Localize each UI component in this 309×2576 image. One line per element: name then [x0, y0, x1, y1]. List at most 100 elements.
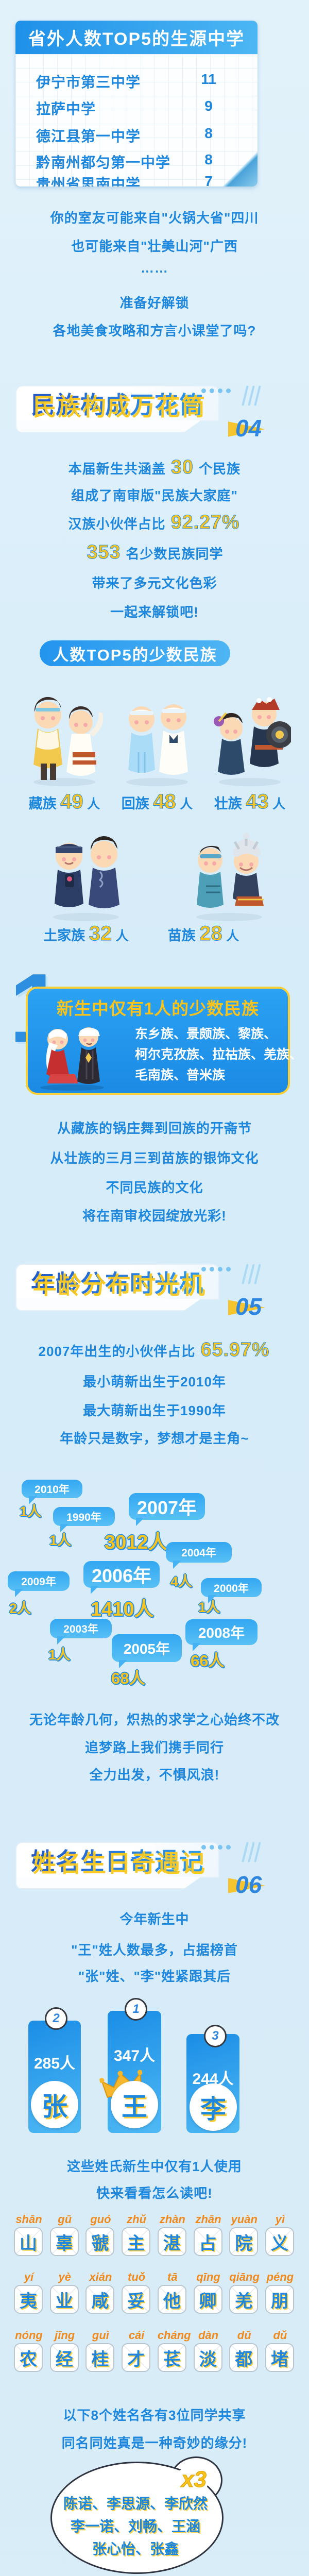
school-row: 伊宁市第三中学 11	[15, 71, 258, 92]
pinyin-label: yí	[24, 2270, 34, 2283]
intro-line: 各地美食攻略和方言小课堂了吗?	[53, 323, 256, 338]
character-box: 他	[157, 2285, 186, 2314]
school-row: 贵州省思南中学 7	[15, 173, 258, 187]
year-count: 1人	[198, 1600, 220, 1615]
character-box: 夷	[14, 2285, 43, 2314]
dots-decoration	[201, 1267, 231, 1272]
rank-badge: 3	[204, 2025, 227, 2047]
year-bubble: 2004年	[166, 1542, 232, 1569]
pinyin-label: yè	[58, 2270, 71, 2283]
year-bubble: 2009年	[8, 1571, 70, 1597]
school-count: 7	[204, 173, 213, 187]
year-count: 1人	[48, 1647, 71, 1663]
year-count: 4人	[170, 1574, 193, 1589]
section-banner-names: 姓名生日奇遇记 06	[15, 1842, 265, 1898]
zhuang-figures-illustration	[214, 697, 291, 786]
character-box: 虢	[85, 2227, 115, 2256]
shared-names-line: 李一诺、刘畅、王涵	[70, 2518, 200, 2534]
character-box: 主	[122, 2227, 151, 2256]
rare-surname-row: yí 夷 yè 业 xián 咸 tuǒ 妥 tā 他 qīng 卿 qiāng 羌 péng…	[14, 2270, 295, 2314]
same-name-line: 以下8个姓名各有3位同学共享	[63, 2408, 246, 2423]
pinyin-label: dàn	[198, 2329, 219, 2342]
surname-char: 王	[111, 2081, 158, 2128]
character-box: 淡	[193, 2343, 222, 2372]
school-count: 9	[204, 98, 213, 114]
pinyin-label: zhǔ	[127, 2213, 147, 2226]
pinyin-label: qīng	[196, 2270, 220, 2283]
year-count: 1410人	[91, 1599, 154, 1620]
character-box: 才	[122, 2343, 151, 2372]
intro-line: 也可能来自"壮美山河"广西	[71, 239, 238, 254]
intro-line: 准备好解锁	[119, 295, 190, 311]
age-stat-line: 2007年出生的小伙伴占比 65.97%	[38, 1338, 270, 1361]
section-number: 05	[228, 1293, 265, 1320]
intro-line: 你的室友可能来自"火锅大省"四川	[50, 210, 259, 226]
year-count: 2人	[9, 1601, 31, 1616]
podium-count: 285人	[33, 2055, 76, 2072]
character-box: 桂	[85, 2343, 115, 2372]
names-intro-line: 今年新生中	[119, 1911, 190, 1927]
year-bubble: 2003年	[50, 1619, 112, 1645]
school-name: 伊宁市第三中学	[36, 74, 141, 90]
character-box: 山	[14, 2227, 43, 2256]
ethnicity-stat-line: 一起来解锁吧!	[110, 604, 199, 620]
one-person-minorities-box: 新生中仅有1人的少数民族 东乡族、景颇族、黎族、 柯尔克孜族、拉祜族、羌族、 毛…	[26, 987, 302, 1095]
ethnicity-stat-line: 组成了南审版"民族大家庭"	[71, 488, 238, 503]
rare-intro-line: 快来看看怎么读吧!	[96, 2185, 213, 2201]
dream-line: 全力出发，不惧风浪!	[89, 1767, 220, 1783]
character-box: 占	[193, 2227, 222, 2256]
section-title: 民族构成万花筒	[31, 386, 204, 420]
pinyin-label: cái	[128, 2329, 145, 2342]
times-three-badge: x3	[181, 2467, 207, 2493]
year-bubble: 2007年	[129, 1493, 205, 1526]
character-box: 堵	[265, 2343, 294, 2372]
dream-line: 无论年龄几何，炽热的求学之心始终不改	[29, 1712, 280, 1727]
one-person-minorities-title: 新生中仅有1人的少数民族	[56, 999, 260, 1018]
shared-names-line: 张心怡、张鑫	[92, 2541, 179, 2557]
tujia-figures-illustration	[53, 836, 119, 921]
section-number: 04	[228, 414, 265, 442]
pinyin-label: dǔ	[273, 2329, 287, 2342]
banner-strip-decoration	[15, 420, 201, 433]
section-banner-ethnicity: 民族构成万花筒 04	[15, 385, 265, 442]
school-name: 贵州省思南中学	[36, 176, 141, 187]
pinyin-label: dū	[237, 2329, 251, 2342]
minority-list-line: 毛南族、普米族	[135, 1068, 226, 1082]
section-title: 年龄分布时光机	[31, 1265, 204, 1299]
minority-label: 回族 48 人	[121, 790, 193, 814]
age-stat-line: 年龄只是数字，梦想才是主角~	[60, 1431, 249, 1446]
minority-label: 藏族 49 人	[28, 790, 100, 814]
pinyin-label: qiāng	[229, 2270, 260, 2283]
surname-podium: 285人 347人 244人 2 1 3 张 王 李	[0, 1998, 309, 2138]
school-name: 拉萨中学	[36, 101, 96, 117]
school-count: 8	[204, 125, 213, 141]
pinyin-label: guó	[90, 2213, 111, 2226]
pinyin-label: péng	[266, 2270, 294, 2283]
ellipsis-line: ……	[141, 260, 168, 276]
pinyin-label: yuàn	[231, 2213, 258, 2226]
ethnicity-stat-line: 353 名少数民族同学	[87, 541, 224, 563]
pinyin-label: cháng	[157, 2329, 191, 2342]
character-box: 羌	[229, 2285, 259, 2314]
year-bubble: 2006年	[83, 1561, 160, 1594]
character-box: 妥	[122, 2285, 151, 2314]
shared-names-line: 陈诺、李思源、李欣然	[63, 2496, 208, 2512]
school-name: 德江县第一中学	[36, 128, 141, 144]
kazakh-dancers-illustration	[40, 1027, 104, 1091]
pinyin-label: gū	[58, 2213, 72, 2226]
year-count: 66人	[191, 1652, 225, 1670]
section-title: 姓名生日奇遇记	[31, 1843, 204, 1877]
year-bubble: 2008年	[185, 1619, 258, 1651]
dream-line: 追梦路上我们携手同行	[84, 1740, 224, 1755]
pinyin-label: tuǒ	[128, 2270, 146, 2283]
hui-figures-illustration	[126, 704, 188, 786]
pinyin-label: zhàn	[159, 2213, 185, 2226]
minority-label: 壮族 43 人	[214, 790, 286, 814]
pinyin-label: guì	[92, 2329, 109, 2342]
pinyin-label: nóng	[15, 2329, 43, 2342]
age-stat-line: 最小萌新出生于2010年	[83, 1374, 226, 1389]
school-count: 8	[204, 151, 213, 167]
rare-intro-line: 这些姓氏新生中仅有1人使用	[67, 2159, 242, 2174]
hash-lines-decoration	[242, 385, 261, 406]
year-count: 1人	[49, 1533, 72, 1548]
